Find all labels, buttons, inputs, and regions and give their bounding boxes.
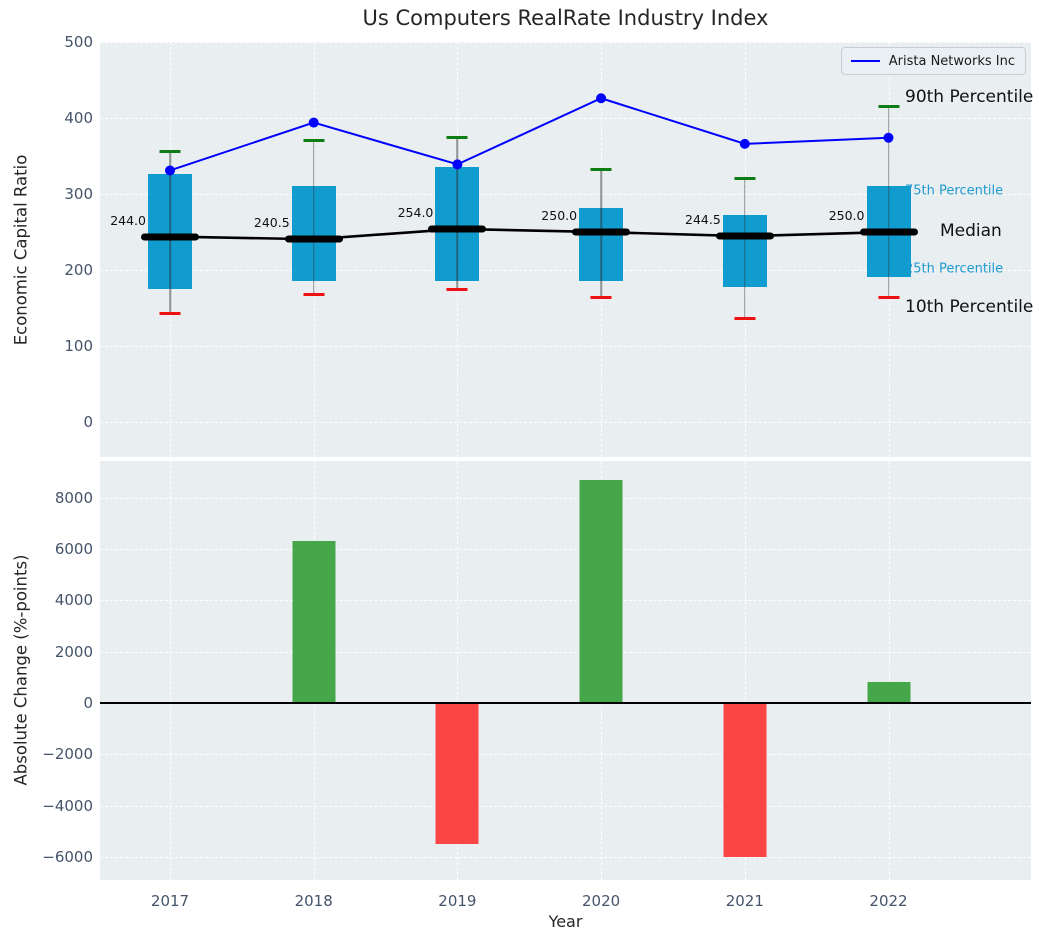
- ytick-label: 8000: [54, 488, 93, 507]
- gridline: [100, 194, 1031, 195]
- median-trend-line: [169, 227, 889, 241]
- median-marker-2017: [141, 233, 199, 241]
- median-value-label-2018: 240.5: [253, 215, 290, 231]
- ytick-label: −6000: [42, 847, 93, 866]
- cap-10th-percentile-2021: [734, 317, 756, 321]
- gridline: [100, 346, 1031, 348]
- axes-economic-capital-ratio: Arista Networks Inc 244.0 240.5 254.0 250.0…: [100, 42, 1034, 457]
- ylabel-economic-capital-ratio: Economic Capital Ratio: [11, 154, 31, 346]
- median-marker-2021: [715, 232, 774, 240]
- median-value-label-2022: 250.0: [828, 208, 865, 224]
- annotation-10th-percentile: 10th Percentile: [905, 297, 1034, 318]
- annotation-25th-percentile: 25th Percentile: [905, 261, 1004, 277]
- gridline: [100, 42, 1031, 43]
- median-value-label-2017: 244.0: [110, 212, 146, 228]
- ytick-label: 6000: [54, 540, 93, 558]
- median-value-label-2021: 244.5: [685, 212, 721, 228]
- bar-2021: [723, 702, 767, 857]
- cap-10th-percentile-2017: [159, 311, 181, 315]
- cap-90th-percentile-2022: [878, 105, 899, 109]
- median-marker-2019: [428, 225, 487, 233]
- cap-10th-percentile-2022: [878, 295, 899, 299]
- xtick-label: 2017: [150, 892, 190, 910]
- gridline: [100, 497, 1031, 499]
- annotation-90th-percentile: 90th Percentile: [905, 86, 1034, 107]
- cap-90th-percentile-2017: [159, 149, 181, 153]
- gridline: [100, 856, 1031, 858]
- whisker-2022: [887, 106, 890, 298]
- bar-2018: [292, 541, 336, 703]
- xtick-label: 2019: [438, 892, 477, 910]
- gridline: [100, 422, 1031, 424]
- gridline: [100, 651, 1031, 653]
- zero-line: [100, 702, 1031, 704]
- gridline: [457, 461, 459, 880]
- bar-2020: [579, 479, 623, 703]
- legend: Arista Networks Inc: [840, 47, 1026, 75]
- axes-absolute-change: [100, 461, 1031, 880]
- whisker-2018: [312, 140, 315, 295]
- cap-90th-percentile-2021: [734, 176, 756, 180]
- whisker-2019: [456, 137, 459, 289]
- median-marker-2020: [572, 228, 631, 236]
- gridline: [888, 461, 890, 880]
- ytick-label: 4000: [54, 591, 93, 610]
- median-value-label-2020: 250.0: [541, 208, 578, 224]
- ytick-label: −2000: [42, 745, 93, 764]
- gridline: [170, 461, 171, 880]
- median-marker-2022: [859, 228, 918, 236]
- gridline: [100, 270, 1031, 272]
- gridline: [100, 805, 1031, 807]
- gridline: [100, 754, 1031, 756]
- cap-10th-percentile-2020: [590, 295, 612, 299]
- ytick-label: 200: [64, 261, 93, 280]
- xtick-label: 2021: [725, 892, 764, 910]
- cap-90th-percentile-2018: [303, 138, 325, 142]
- ytick-label: 400: [64, 109, 93, 127]
- annotation-75th-percentile: 75th Percentile: [905, 183, 1004, 199]
- ytick-label: 500: [64, 33, 93, 51]
- median-value-label-2019: 254.0: [397, 204, 434, 220]
- bar-2019: [435, 702, 479, 845]
- cap-10th-percentile-2019: [446, 287, 468, 291]
- legend-line-sample-icon: [850, 60, 880, 62]
- xlabel-year: Year: [548, 912, 583, 931]
- cap-90th-percentile-2019: [446, 135, 468, 139]
- ytick-label: 0: [83, 693, 93, 712]
- ytick-label: 0: [83, 413, 93, 432]
- chart-title: Us Computers RealRate Industry Index: [362, 6, 769, 30]
- whisker-2021: [744, 178, 746, 319]
- gridline: [100, 600, 1031, 602]
- annotation-median: Median: [940, 221, 1002, 242]
- ytick-label: 2000: [54, 642, 93, 661]
- ytick-label: −4000: [42, 796, 93, 815]
- xtick-label: 2018: [294, 892, 333, 910]
- gridline: [744, 461, 746, 880]
- xtick-label: 2022: [869, 892, 908, 910]
- median-marker-2018: [284, 235, 343, 243]
- cap-90th-percentile-2020: [590, 168, 612, 172]
- legend-label: Arista Networks Inc: [888, 53, 1015, 69]
- gridline: [100, 118, 1031, 119]
- bar-2022: [867, 682, 910, 703]
- cap-10th-percentile-2018: [303, 292, 325, 296]
- ytick-label: 100: [64, 337, 93, 356]
- ytick-label: 300: [64, 185, 93, 203]
- gridline: [100, 549, 1031, 550]
- xtick-label: 2020: [582, 892, 621, 910]
- company-line: [169, 97, 889, 172]
